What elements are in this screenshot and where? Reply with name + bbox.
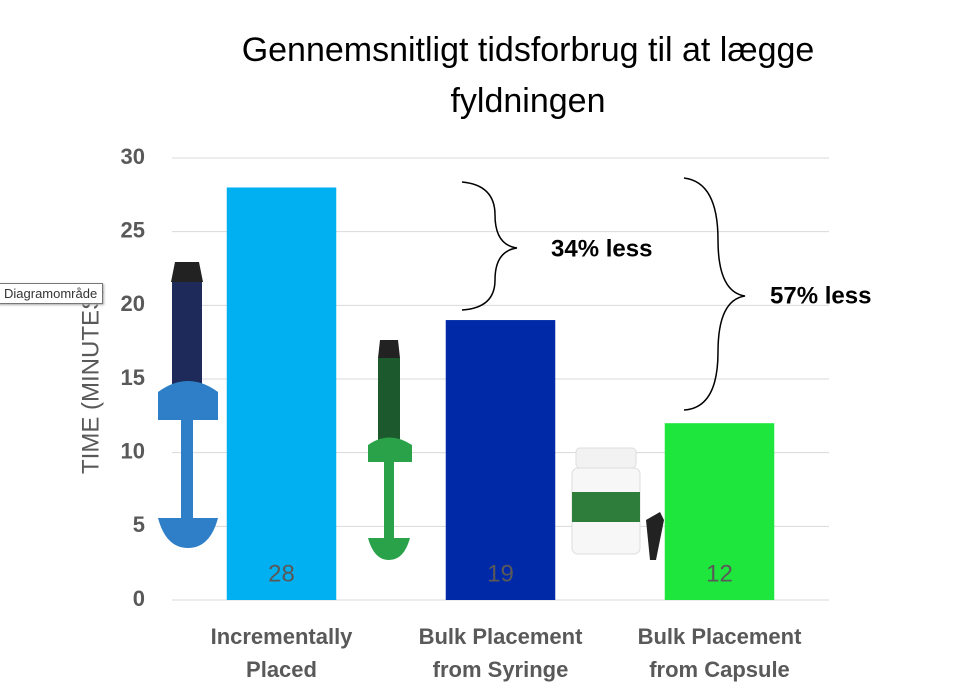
capsule-illustration xyxy=(571,447,664,560)
brace xyxy=(461,181,518,311)
syringe-illustration xyxy=(368,340,412,560)
y-tick-label: 5 xyxy=(133,512,145,537)
y-tick-label: 10 xyxy=(121,438,145,463)
tooltip: Diagramområde xyxy=(0,283,104,304)
x-tick-label: Incrementally Placed xyxy=(210,624,353,682)
bar xyxy=(664,423,775,600)
chart-title: Gennemsnitligt tidsforbrug til at lægge f… xyxy=(242,31,815,120)
y-tick-label: 25 xyxy=(121,217,145,242)
brace xyxy=(683,177,746,411)
y-axis-label: TIME (MINUTES) xyxy=(77,286,104,474)
y-tick-label: 15 xyxy=(121,365,145,390)
value-label: 28 xyxy=(268,560,295,587)
y-tick-label: 30 xyxy=(121,144,145,169)
syringe-illustration xyxy=(158,262,218,548)
x-tick-label: Bulk Placement from Syringe xyxy=(418,624,583,682)
annotation: 34% less xyxy=(551,235,652,262)
bar xyxy=(226,187,337,600)
value-label: 12 xyxy=(706,560,733,587)
value-label: 19 xyxy=(487,560,514,587)
x-tick-label: Bulk Placement from Capsule xyxy=(637,624,802,682)
bar xyxy=(445,320,556,600)
y-tick-label: 20 xyxy=(121,291,145,316)
y-tick-label: 0 xyxy=(133,586,145,611)
annotation: 57% less xyxy=(770,282,871,309)
